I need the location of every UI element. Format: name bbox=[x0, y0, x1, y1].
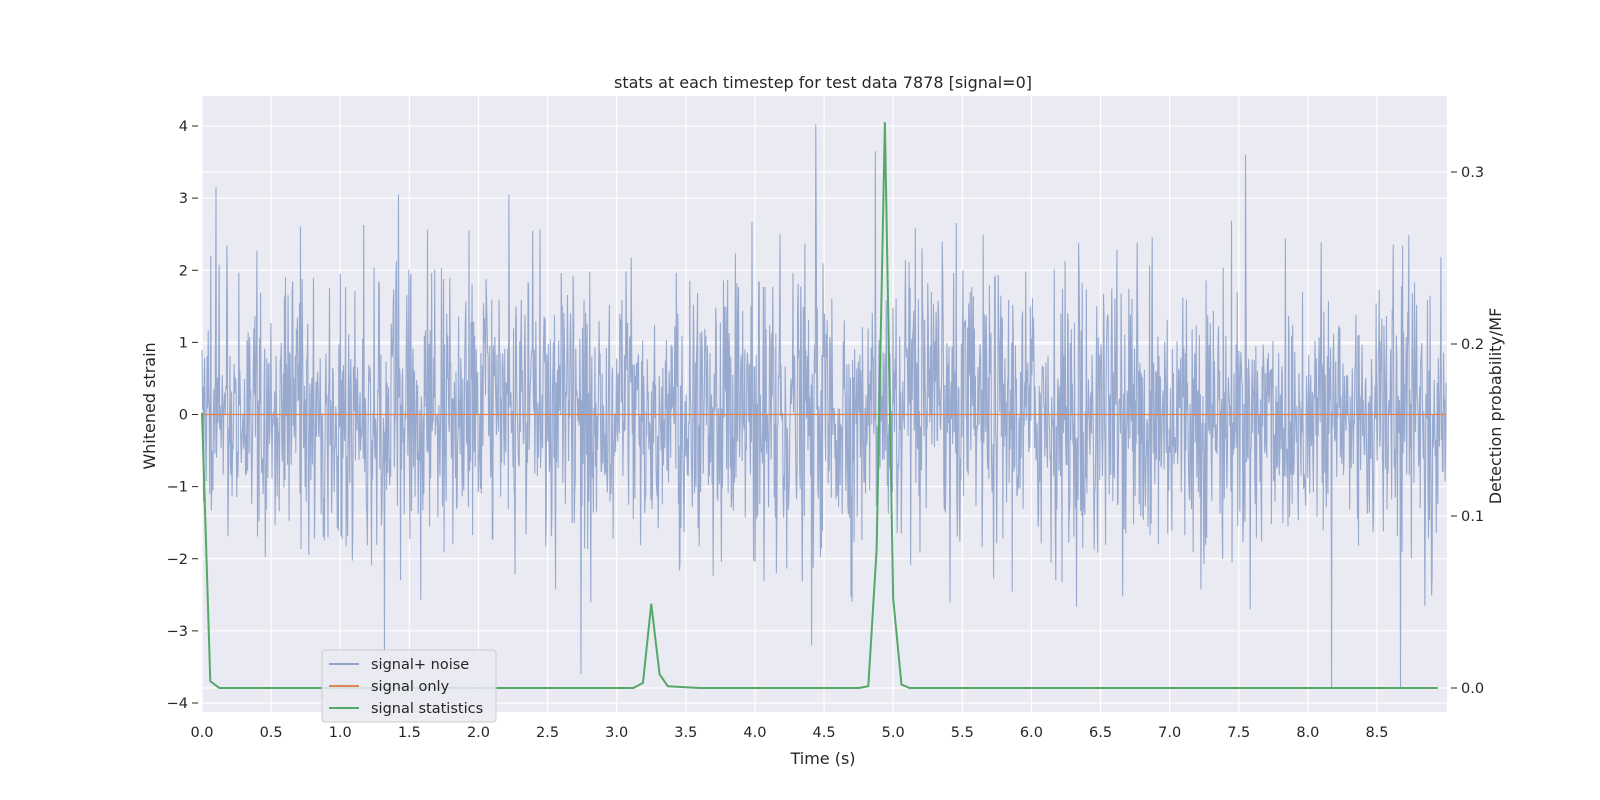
y-tick-label: −4 bbox=[167, 696, 188, 712]
x-tick-label: 5.0 bbox=[882, 725, 905, 741]
x-tick-label: 4.0 bbox=[743, 725, 766, 741]
chart-title: stats at each timestep for test data 787… bbox=[614, 73, 1032, 92]
y2-axis: 0.3 0.2 0.1 0.0 bbox=[1451, 165, 1484, 697]
y2-tick-label: 0.2 bbox=[1461, 337, 1484, 353]
x-tick-label: 0.0 bbox=[190, 725, 213, 741]
y-axis-label: Whitened strain bbox=[140, 342, 159, 469]
x-axis-label: Time (s) bbox=[789, 749, 855, 768]
y-tick-label: −1 bbox=[167, 480, 188, 496]
noise-series bbox=[201, 124, 1447, 689]
legend-box bbox=[321, 649, 497, 723]
x-tick-label: 7.5 bbox=[1227, 725, 1250, 741]
y-axis: 4 3 2 1 0 −1 −2 −3 −4 bbox=[167, 119, 198, 712]
x-tick-label: 3.5 bbox=[674, 725, 697, 741]
x-tick-label: 1.5 bbox=[398, 725, 421, 741]
x-tick-label: 7.0 bbox=[1158, 725, 1181, 741]
x-tick-label: 6.5 bbox=[1089, 725, 1112, 741]
y2-tick-label: 0.3 bbox=[1461, 165, 1484, 181]
x-tick-label: 8.5 bbox=[1365, 725, 1388, 741]
x-tick-label: 1.0 bbox=[329, 725, 352, 741]
legend-label-stats: signal statistics bbox=[371, 701, 483, 717]
x-tick-label: 8.0 bbox=[1296, 725, 1319, 741]
y-tick-label: 1 bbox=[179, 335, 188, 351]
y2-tick-label: 0.1 bbox=[1461, 509, 1484, 525]
x-tick-label: 4.5 bbox=[813, 725, 836, 741]
y-tick-label: 4 bbox=[179, 119, 188, 135]
y2-axis-label: Detection probability/MF bbox=[1486, 308, 1505, 505]
stats-line bbox=[201, 122, 1438, 689]
legend: signal+ noise signal only signal statist… bbox=[321, 649, 497, 723]
x-tick-label: 5.5 bbox=[951, 725, 974, 741]
y-tick-label: 3 bbox=[179, 191, 188, 207]
y-tick-label: −3 bbox=[167, 624, 188, 640]
x-tick-label: 2.0 bbox=[467, 725, 490, 741]
y2-tick-label: 0.0 bbox=[1461, 681, 1484, 697]
legend-label-noise: signal+ noise bbox=[371, 657, 469, 673]
x-tick-label: 2.5 bbox=[536, 725, 559, 741]
x-tick-label: 0.5 bbox=[260, 725, 283, 741]
y-tick-label: 2 bbox=[179, 263, 188, 279]
x-tick-label: 3.0 bbox=[605, 725, 628, 741]
noise-line bbox=[201, 124, 1447, 689]
x-tick-label: 6.0 bbox=[1020, 725, 1043, 741]
legend-label-signal: signal only bbox=[371, 679, 450, 695]
x-axis: 0.0 0.5 1.0 1.5 2.0 2.5 3.0 3.5 4.0 4.5 5.0 5.5 6.0 6… bbox=[190, 725, 1388, 741]
y-tick-label: 0 bbox=[179, 408, 188, 424]
y-tick-label: −2 bbox=[167, 552, 188, 568]
stats-series bbox=[201, 122, 1438, 689]
